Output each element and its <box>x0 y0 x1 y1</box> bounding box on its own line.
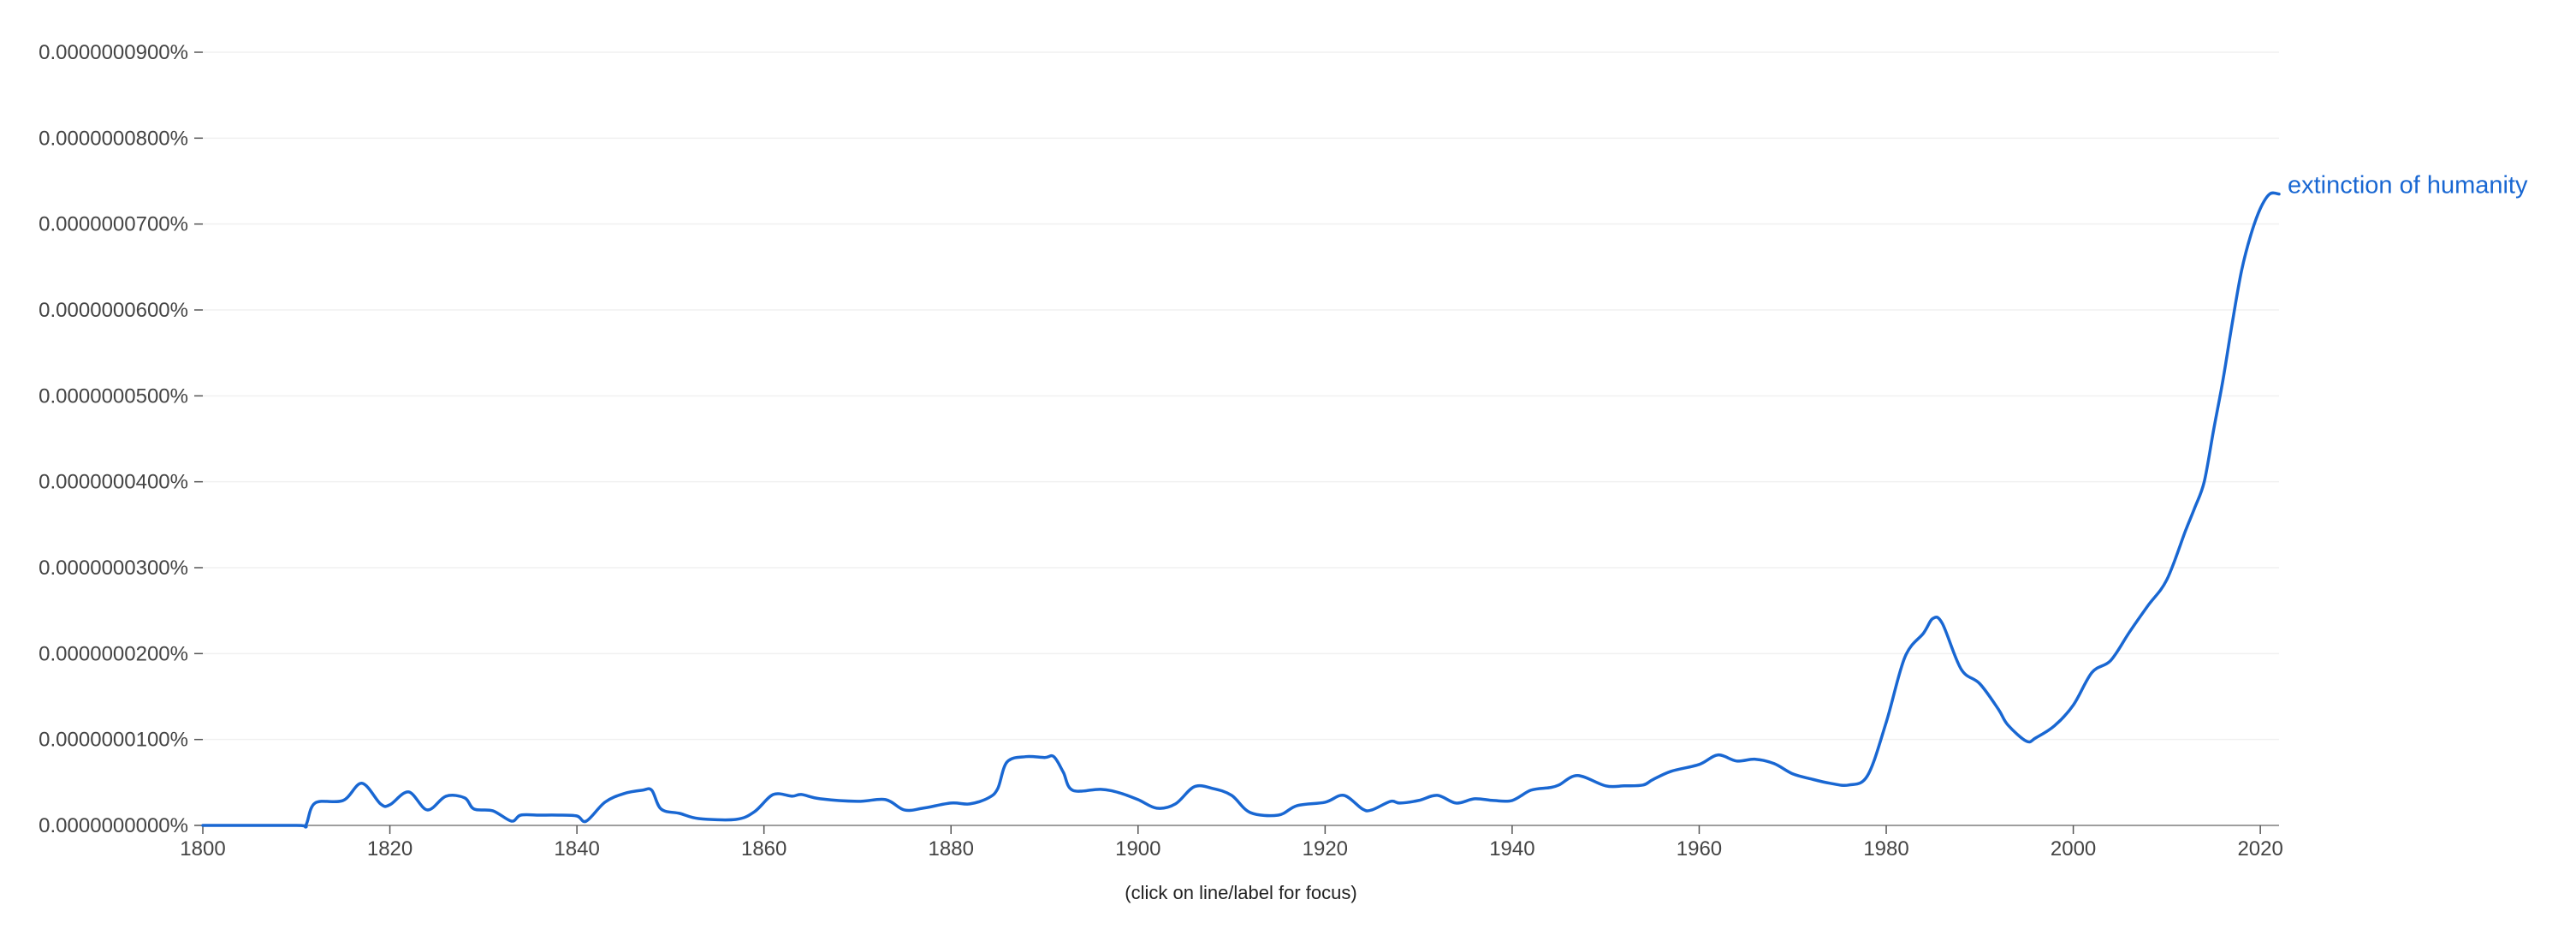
x-tick-label: 1920 <box>1303 837 1348 861</box>
x-tick-label: 2000 <box>2051 837 2096 861</box>
x-tick-label: 2020 <box>2237 837 2282 861</box>
x-tick-label: 1860 <box>741 837 786 861</box>
y-tick-label: 0.0000000600% <box>39 299 188 322</box>
x-tick-label: 1880 <box>929 837 974 861</box>
y-tick-label: 0.0000000300% <box>39 557 188 580</box>
x-tick-label: 1800 <box>180 837 225 861</box>
x-tick-label: 1940 <box>1489 837 1534 861</box>
y-tick-label: 0.0000000000% <box>39 814 188 837</box>
series-line-extinction-of-humanity[interactable] <box>201 191 2281 829</box>
y-axis: 0.0000000000% 0.0000000100% 0.0000000200% 0… <box>39 41 203 837</box>
y-tick-label: 0.0000000900% <box>39 41 188 64</box>
x-tick-label: 1980 <box>1863 837 1908 861</box>
y-tick-label: 0.0000000800% <box>39 127 188 150</box>
y-tick-label: 0.0000000100% <box>39 729 188 752</box>
x-tick-label: 1840 <box>554 837 599 861</box>
x-tick-label: 1820 <box>367 837 413 861</box>
x-tick-label: 1960 <box>1677 837 1722 861</box>
y-tick-label: 0.0000000500% <box>39 384 188 408</box>
x-tick-label: 1900 <box>1115 837 1160 861</box>
grid-lines <box>203 51 2279 741</box>
focus-hint-caption: (click on line/label for focus) <box>1125 882 1357 903</box>
series-label-extinction-of-humanity[interactable]: extinction of humanity <box>2288 172 2528 200</box>
y-tick-label: 0.0000000700% <box>39 213 188 236</box>
y-tick-label: 0.0000000400% <box>39 471 188 494</box>
y-tick-label: 0.0000000200% <box>39 642 188 665</box>
x-axis: 1800 1820 1840 1860 1880 1900 1920 1940 1960 1980… <box>180 825 2283 861</box>
series-layer[interactable]: extinction of humanity <box>201 172 2528 829</box>
